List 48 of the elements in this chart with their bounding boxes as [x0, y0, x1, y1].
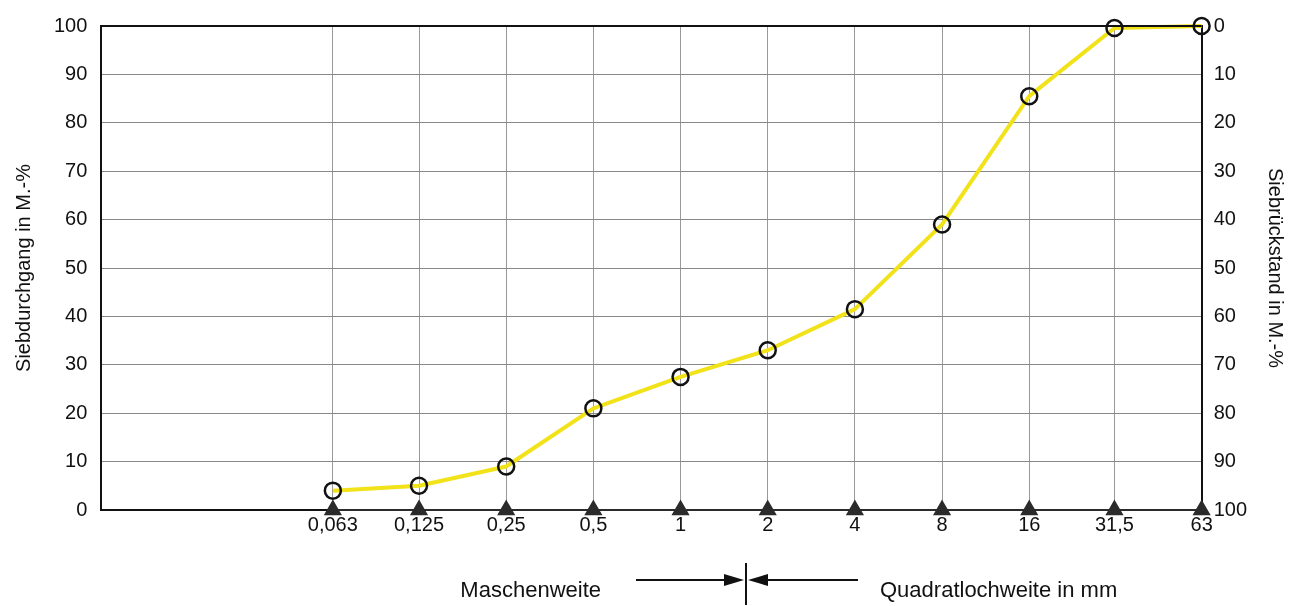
x-tick-label: 0,125 [394, 512, 445, 535]
y-tick-label: 30 [65, 352, 88, 375]
x-tick-label: 16 [1018, 512, 1041, 535]
text: Quadratlochweite in mm [880, 577, 1118, 603]
y2-tick-label: 30 [1213, 158, 1236, 181]
x-tick-label: 4 [849, 512, 861, 535]
y2-tick-label: 50 [1213, 255, 1236, 278]
y-tick-label: 50 [65, 255, 88, 278]
x-tick-label: 8 [936, 512, 948, 535]
x-tick-label: 63 [1190, 512, 1213, 535]
y2-tick-label: 10 [1213, 61, 1236, 84]
y2-tick-label: 20 [1213, 110, 1236, 133]
point [1021, 500, 1038, 516]
y2-tick-label: 70 [1213, 352, 1236, 375]
point [498, 500, 515, 516]
y-tick-label: 60 [65, 207, 88, 230]
y-tick-label: 20 [65, 400, 88, 423]
y2-tick-label: 80 [1213, 400, 1236, 423]
point [410, 500, 428, 516]
x-tick-label: 0,063 [307, 512, 358, 535]
y2-axis-title: Siebrückstand in M.-% [1265, 167, 1288, 369]
y2-tick-label: 0 [1213, 13, 1225, 36]
point [846, 500, 864, 516]
y2-tick-label: 90 [1213, 449, 1236, 472]
x-tick-label: 2 [762, 512, 774, 535]
y-tick-label: 100 [53, 13, 88, 36]
y2-tick-label: 40 [1213, 207, 1236, 230]
point [672, 500, 689, 516]
point [933, 500, 951, 516]
y-tick-label: 70 [65, 158, 88, 181]
point [324, 500, 342, 516]
y-tick-label: 90 [65, 61, 88, 84]
y-axis-title: Siebdurchgang in M.-% [11, 163, 34, 372]
x-tick-label: 31,5 [1094, 512, 1134, 535]
y2-tick-label: 100 [1213, 497, 1248, 520]
y-tick-label: 0 [76, 497, 88, 520]
text: Maschenweite [460, 577, 601, 603]
x-tick-label: 1 [674, 512, 687, 535]
point [759, 500, 776, 516]
point [1193, 500, 1210, 516]
y-tick-label: 40 [65, 303, 88, 326]
x-tick-label: 0,25 [486, 512, 526, 535]
x-tick-label: 0,5 [579, 512, 608, 535]
point [1106, 500, 1123, 516]
y-tick-label: 10 [65, 449, 88, 472]
point [585, 500, 602, 516]
y-tick-label: 80 [65, 110, 88, 133]
y2-tick-label: 60 [1213, 303, 1236, 326]
